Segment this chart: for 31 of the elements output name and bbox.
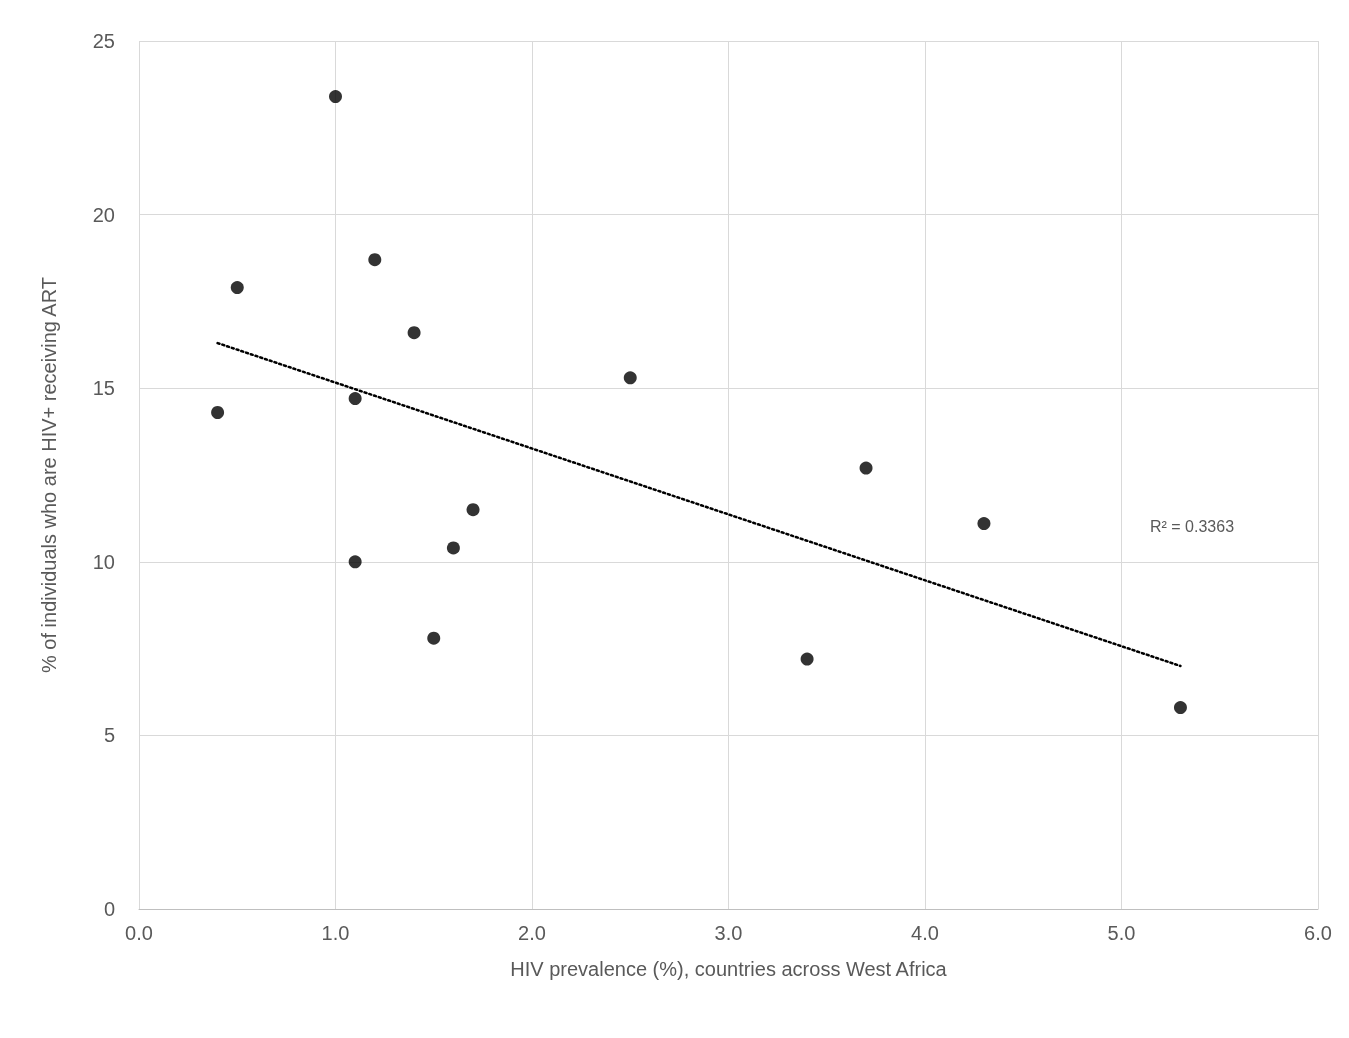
y-axis-title: % of individuals who are HIV+ receiving ART [38,277,60,673]
point [859,461,873,475]
y-tick-label: 20 [92,203,115,226]
point [623,371,637,385]
point [230,281,244,295]
y-tick-label: 25 [92,30,115,52]
x-tick-label: 2.0 [518,922,546,944]
x-tick-label: 0.0 [125,922,153,944]
annotation: R² = 0.3363 [1150,517,1235,535]
y-tick-label: 0 [103,898,115,920]
point [1173,701,1187,715]
point [348,555,362,569]
x-tick-label: 4.0 [911,922,939,944]
point [466,503,480,517]
point [329,90,342,104]
x-tick-label: 6.0 [1304,922,1332,944]
x-axis-title: HIV prevalence (%), countries across West Africa [510,958,948,980]
y-tick-label: 10 [92,550,115,573]
point [427,631,441,645]
y-tick-label: 5 [103,724,115,747]
point [368,253,382,267]
x-tick-label: 1.0 [321,922,350,944]
x-tick-label: 5.0 [1107,922,1136,944]
point [211,406,225,419]
y-tick-label: 15 [92,377,115,400]
point [977,517,991,531]
point [446,541,460,555]
point [348,392,362,406]
point [800,652,814,666]
point [407,326,421,340]
x-tick-label: 3.0 [714,922,743,944]
